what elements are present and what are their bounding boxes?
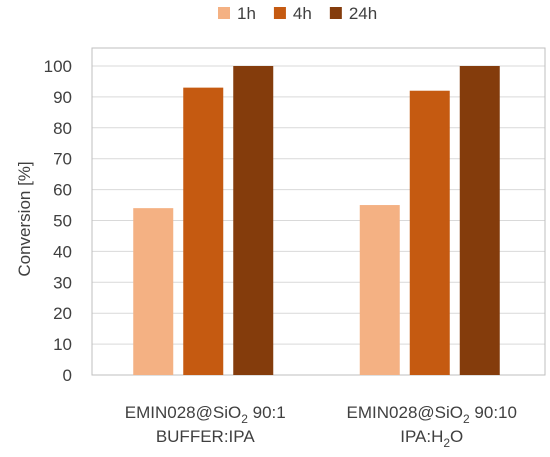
y-tick-label: 0 — [63, 366, 72, 385]
bar-1h — [133, 208, 174, 375]
y-tick-label: 10 — [53, 335, 72, 354]
y-tick-label: 60 — [53, 181, 72, 200]
bar-4h — [183, 87, 224, 375]
legend-label: 1h — [237, 4, 256, 23]
legend-label: 4h — [293, 4, 312, 23]
legend-swatch — [218, 7, 230, 19]
bar-1h — [359, 205, 400, 375]
y-tick-label: 90 — [53, 88, 72, 107]
y-tick-label: 20 — [53, 304, 72, 323]
bars — [133, 66, 500, 375]
y-axis-title: Conversion [%] — [15, 161, 34, 276]
y-tick-label: 40 — [53, 242, 72, 261]
bar-24h — [459, 66, 500, 375]
legend-swatch — [273, 7, 286, 19]
chart-legend: 1h 4h 24h — [218, 4, 377, 23]
plot-frame — [91, 47, 546, 376]
y-tick-label: 70 — [53, 150, 72, 169]
bar-24h — [233, 66, 274, 375]
category-label: IPA:H2O — [400, 427, 463, 450]
category-label: EMIN028@SiO2 90:1 — [125, 403, 286, 426]
category-label: BUFFER:IPA — [156, 427, 256, 446]
plot-area-border — [91, 47, 546, 376]
y-tick-label: 50 — [53, 212, 72, 231]
category-label: EMIN028@SiO2 90:10 — [347, 403, 517, 426]
bar-4h — [409, 90, 450, 375]
y-axis-ticks: 0 10 20 30 40 50 60 70 80 90 100 — [44, 57, 72, 385]
legend-label: 24h — [349, 4, 377, 23]
y-tick-label: 100 — [44, 57, 72, 76]
y-tick-label: 80 — [53, 119, 72, 138]
y-tick-label: 30 — [53, 273, 72, 292]
legend-swatch — [329, 7, 342, 19]
